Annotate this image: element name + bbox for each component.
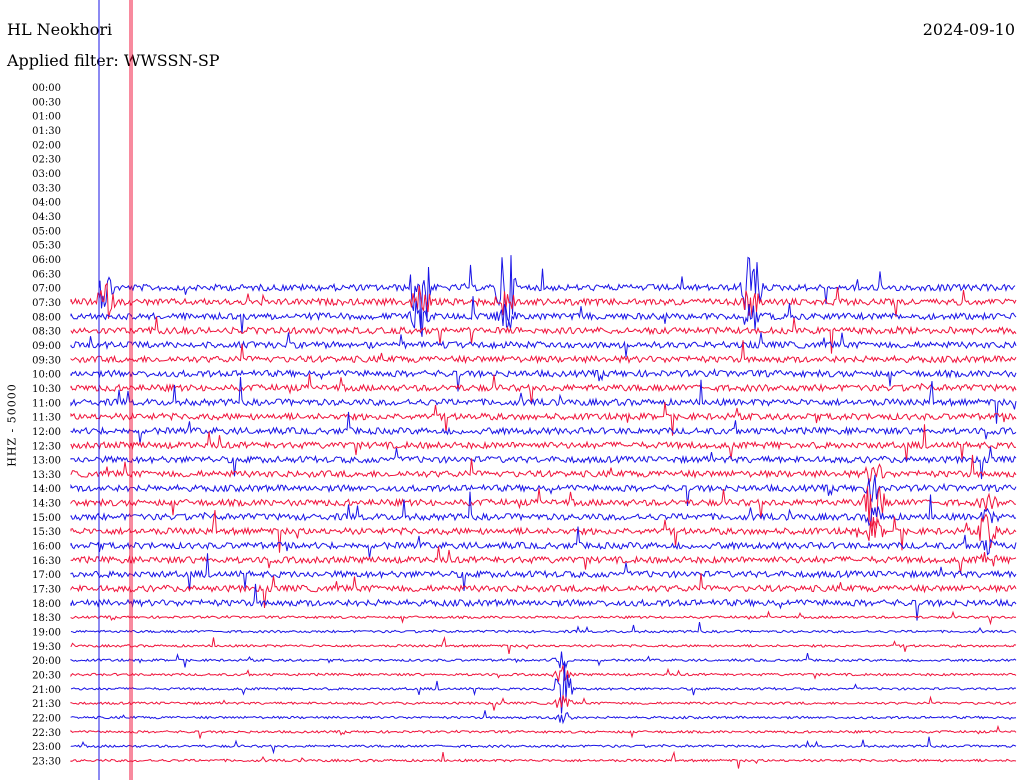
tick-label-0130: 01:30: [32, 126, 61, 137]
trace-row-2200: [70, 710, 1017, 725]
tick-label-0630: 06:30: [32, 269, 61, 280]
trace-row-1230: [70, 424, 1017, 462]
tick-label-1600: 16:00: [32, 542, 61, 553]
trace-row-1000: [70, 367, 1017, 392]
tick-label-0830: 08:30: [32, 327, 61, 338]
tick-label-0330: 03:30: [32, 183, 61, 194]
tick-label-0100: 01:00: [32, 112, 61, 123]
seismogram-traces: [70, 255, 1017, 769]
trace-row-0800: [70, 296, 1017, 337]
tick-label-0500: 05:00: [32, 226, 61, 237]
tick-label-1500: 15:00: [32, 513, 61, 524]
tick-label-1430: 14:30: [32, 499, 61, 510]
trace-row-1030: [70, 373, 1017, 405]
trace-row-1900: [70, 622, 1017, 634]
tick-label-1630: 16:30: [32, 556, 61, 567]
trace-row-1100: [70, 376, 1017, 424]
time-markers: [98, 0, 133, 780]
trace-row-1330: [70, 454, 1017, 485]
tick-label-0530: 05:30: [32, 241, 61, 252]
tick-label-1730: 17:30: [32, 585, 61, 596]
tick-label-0400: 04:00: [32, 198, 61, 209]
tick-label-0600: 06:00: [32, 255, 61, 266]
tick-label-1900: 19:00: [32, 628, 61, 639]
trace-row-1700: [70, 553, 1017, 591]
tick-label-1830: 18:30: [32, 613, 61, 624]
trace-row-0900: [70, 332, 1017, 358]
tick-label-0700: 07:00: [32, 284, 61, 295]
trace-row-1830: [70, 610, 1017, 626]
tick-label-0430: 04:30: [32, 212, 61, 223]
tick-label-0300: 03:00: [32, 169, 61, 180]
trace-row-2330: [70, 750, 1017, 769]
time-tick-labels: 00:00 00:30 01:00 01:30 02:00 02:30 03:00 03:30…: [32, 83, 61, 768]
trace-row-1800: [70, 583, 1017, 621]
tick-label-1200: 12:00: [32, 427, 61, 438]
tick-label-1330: 13:30: [32, 470, 61, 481]
trace-row-0700: [99, 255, 1016, 334]
tick-label-2100: 21:00: [32, 685, 61, 696]
trace-row-1500: [70, 491, 1017, 527]
trace-row-1600: [70, 526, 1017, 559]
tick-label-1030: 10:30: [32, 384, 61, 395]
tick-label-0800: 08:00: [32, 312, 61, 323]
trace-row-1730: [70, 572, 1017, 609]
trace-row-2300: [70, 736, 1017, 755]
trace-row-2230: [70, 724, 1017, 739]
trace-row-0830: [70, 316, 1017, 354]
tick-label-2130: 21:30: [32, 699, 61, 710]
trace-row-0730: [70, 282, 1017, 319]
tick-label-1530: 15:30: [32, 527, 61, 538]
tick-label-0200: 02:00: [32, 140, 61, 151]
tick-label-2200: 22:00: [32, 714, 61, 725]
tick-label-2330: 23:30: [32, 757, 61, 768]
trace-row-1300: [70, 446, 1017, 480]
tick-label-2230: 22:30: [32, 728, 61, 739]
trace-row-1130: [70, 402, 1017, 436]
trace-row-1430: [70, 486, 1017, 529]
tick-label-0900: 09:00: [32, 341, 61, 352]
tick-label-1800: 18:00: [32, 599, 61, 610]
tick-label-0000: 00:00: [32, 83, 61, 94]
trace-row-1400: [70, 474, 1017, 507]
tick-label-2030: 20:30: [32, 671, 61, 682]
trace-row-2100: [70, 663, 1017, 714]
tick-label-2300: 23:00: [32, 742, 61, 753]
trace-row-1930: [70, 636, 1017, 654]
filter-label: Applied filter: WWSSN-SP: [7, 51, 220, 70]
tick-label-0930: 09:30: [32, 355, 61, 366]
tick-label-0730: 07:30: [32, 298, 61, 309]
tick-label-1230: 12:30: [32, 441, 61, 452]
tick-label-1000: 10:00: [32, 370, 61, 381]
station-title: HL Neokhori: [7, 20, 113, 39]
trace-row-1530: [70, 510, 1017, 553]
trace-row-1630: [70, 546, 1017, 574]
tick-label-1300: 13:00: [32, 456, 61, 467]
trace-row-0930: [70, 340, 1017, 365]
tick-label-0230: 02:30: [32, 155, 61, 166]
date-label: 2024-09-10: [922, 20, 1015, 39]
tick-label-1100: 11:00: [32, 398, 61, 409]
tick-label-0030: 00:30: [32, 97, 61, 108]
trace-row-2000: [70, 651, 1017, 669]
tick-label-1400: 14:00: [32, 484, 61, 495]
tick-label-2000: 20:00: [32, 656, 61, 667]
trace-row-1200: [70, 411, 1017, 444]
trace-row-2130: [70, 694, 1017, 711]
trace-row-2030: [70, 665, 1017, 682]
tick-label-1930: 19:30: [32, 642, 61, 653]
tick-label-1700: 17:00: [32, 570, 61, 581]
tick-label-1130: 11:30: [32, 413, 61, 424]
